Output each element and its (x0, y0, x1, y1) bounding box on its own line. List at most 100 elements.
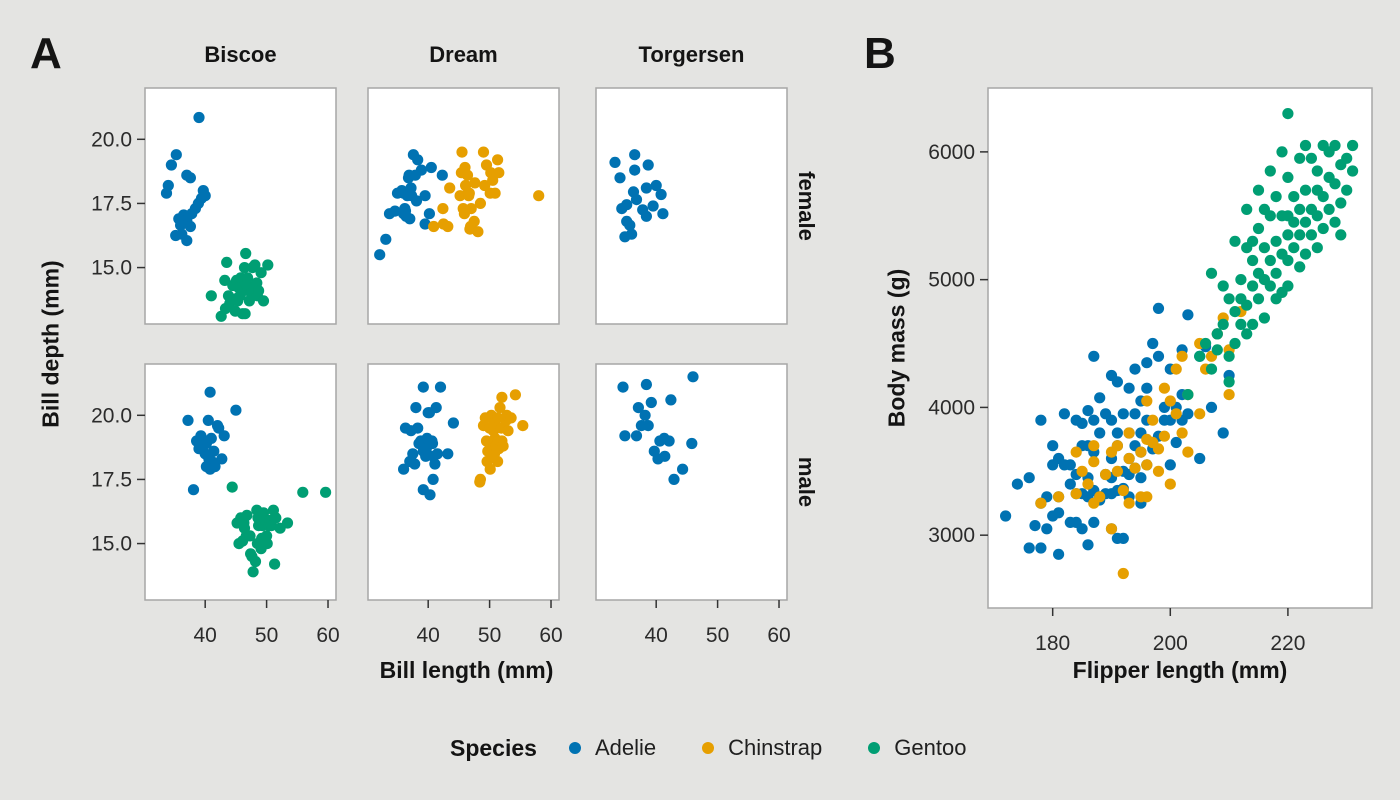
gentoo-data-point (257, 295, 270, 307)
chinstrap-data-point (497, 440, 509, 452)
gentoo-data-point (261, 538, 273, 550)
legend-item-adelie: Adelie (568, 735, 657, 761)
chinstrap-data-point (437, 203, 449, 215)
chinstrap-data-point (1053, 491, 1065, 503)
adelie-data-point (410, 195, 423, 207)
adelie-data-point (436, 169, 448, 181)
adelie-data-point (650, 179, 662, 192)
chinstrap-data-point (461, 169, 474, 181)
gentoo-data-point (244, 530, 256, 542)
chinstrap-data-point (1141, 491, 1153, 503)
facet-title-biscoe: Biscoe (204, 42, 277, 67)
adelie-data-point (663, 435, 675, 447)
chinstrap-data-point (1123, 452, 1135, 465)
adelie-data-point (1023, 542, 1035, 554)
adelie-data-point (374, 249, 386, 261)
adelie-data-point (665, 394, 677, 406)
gentoo-data-point (1299, 216, 1312, 228)
chinstrap-data-point (517, 420, 529, 432)
adelie-data-point (1094, 427, 1106, 439)
gentoo-data-point (269, 558, 281, 570)
gentoo-data-point (1282, 254, 1294, 267)
chinstrap-data-point (1176, 427, 1188, 439)
tick-label: 3000 (928, 524, 975, 547)
chinstrap-data-point (474, 473, 486, 485)
gentoo-data-point (205, 290, 217, 302)
adelie-data-point (1123, 382, 1135, 394)
adelie-data-point (216, 453, 228, 465)
facet-title-dream: Dream (429, 42, 498, 67)
gentoo-data-point (1223, 293, 1235, 305)
chinstrap-data-point (1035, 497, 1047, 509)
adelie-data-point (165, 159, 177, 171)
adelie-data-point (1058, 408, 1070, 420)
chinstrap-data-point (1070, 488, 1082, 500)
species-legend: Species Adelie Chinstrap Gentoo (450, 733, 1012, 763)
gentoo-data-point (1329, 139, 1341, 152)
gentoo-data-point (226, 481, 238, 493)
chinstrap-dot-icon (702, 742, 715, 754)
gentoo-data-point (1270, 235, 1282, 247)
chinstrap-data-point (1082, 478, 1094, 490)
legend-label-adelie: Adelie (594, 735, 657, 760)
adelie-data-point (632, 402, 645, 414)
gentoo-data-point (1323, 203, 1335, 215)
gentoo-data-point (1264, 165, 1276, 177)
gentoo-data-point (1305, 229, 1317, 241)
gentoo-data-point (1294, 203, 1306, 215)
adelie-data-point (1094, 392, 1106, 404)
adelie-data-point (630, 430, 643, 442)
tick-label: 180 (1035, 632, 1070, 655)
gentoo-data-point (240, 247, 252, 260)
gentoo-data-point (1205, 267, 1218, 279)
adelie-data-point (1147, 337, 1159, 350)
gentoo-data-point (1264, 280, 1276, 292)
tick-label: 17.5 (91, 468, 132, 491)
adelie-data-point (417, 381, 429, 393)
gentoo-data-point (1335, 197, 1347, 209)
chinstrap-data-point (493, 167, 505, 179)
adelie-data-point (686, 437, 698, 450)
adelie-data-point (1194, 452, 1206, 465)
gentoo-data-point (1258, 312, 1270, 324)
gentoo-data-point (1211, 328, 1223, 340)
gentoo-data-point (249, 555, 262, 568)
tick-label: 60 (767, 624, 790, 647)
adelie-data-point (175, 219, 187, 231)
strip-label-male: male (794, 456, 819, 508)
gentoo-data-point (1182, 389, 1194, 401)
adelie-data-point (1000, 510, 1012, 522)
gentoo-data-point (1311, 165, 1323, 177)
chinstrap-data-point (1070, 446, 1082, 458)
chinstrap-data-point (465, 203, 477, 215)
adelie-data-point (1041, 523, 1053, 535)
gentoo-data-point (255, 267, 267, 279)
gentoo-data-point (253, 285, 265, 297)
adelie-data-point (425, 161, 437, 174)
chinstrap-data-point (1100, 468, 1112, 481)
gentoo-data-point (1329, 216, 1341, 228)
gentoo-data-point (1305, 152, 1317, 164)
adelie-data-point (1082, 405, 1094, 417)
chinstrap-data-point (1141, 395, 1153, 407)
chinstrap-data-point (1117, 484, 1129, 497)
adelie-data-point (398, 463, 410, 475)
chinstrap-data-point (472, 226, 484, 238)
adelie-data-point (617, 381, 629, 393)
gentoo-data-point (1282, 108, 1294, 120)
gentoo-data-point (249, 259, 261, 271)
chinstrap-data-point (1088, 456, 1100, 468)
adelie-data-point (1082, 539, 1094, 551)
gentoo-data-point (1311, 242, 1323, 254)
adelie-data-point (629, 164, 641, 176)
chinstrap-data-point (492, 412, 504, 424)
tick-label: 200 (1153, 632, 1188, 655)
gentoo-data-point (1317, 191, 1329, 203)
adelie-data-point (442, 448, 454, 460)
adelie-data-point (400, 210, 412, 222)
adelie-data-point (218, 430, 230, 442)
gentoo-data-point (1252, 184, 1265, 196)
adelie-data-point (624, 219, 636, 231)
adelie-data-point (640, 378, 653, 391)
